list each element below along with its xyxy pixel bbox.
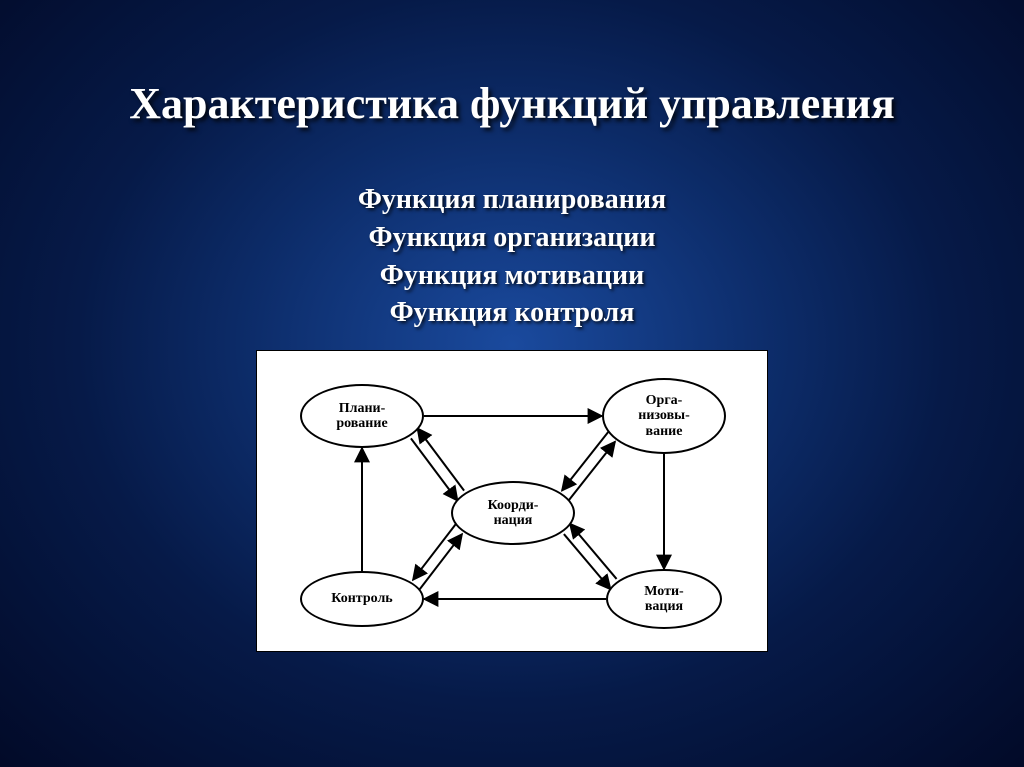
function-item: Функция контроля	[0, 294, 1024, 332]
diagram-node-planning: Плани-рование	[300, 384, 424, 448]
diagram-node-coordination: Коорди-нация	[451, 481, 575, 545]
diagram-node-motivation: Моти-вация	[606, 569, 722, 629]
function-item: Функция планирования	[0, 181, 1024, 219]
slide-title: Характеристика функций управления	[0, 0, 1024, 129]
diagram-node-organizing: Орга-низовы-вание	[602, 378, 726, 454]
diagram-node-control: Контроль	[300, 571, 424, 627]
function-item: Функция организации	[0, 219, 1024, 257]
function-item: Функция мотивации	[0, 257, 1024, 295]
function-list: Функция планирования Функция организации…	[0, 181, 1024, 332]
management-functions-diagram: Плани-рование Орга-низовы-вание Коорди-нац…	[256, 350, 768, 652]
